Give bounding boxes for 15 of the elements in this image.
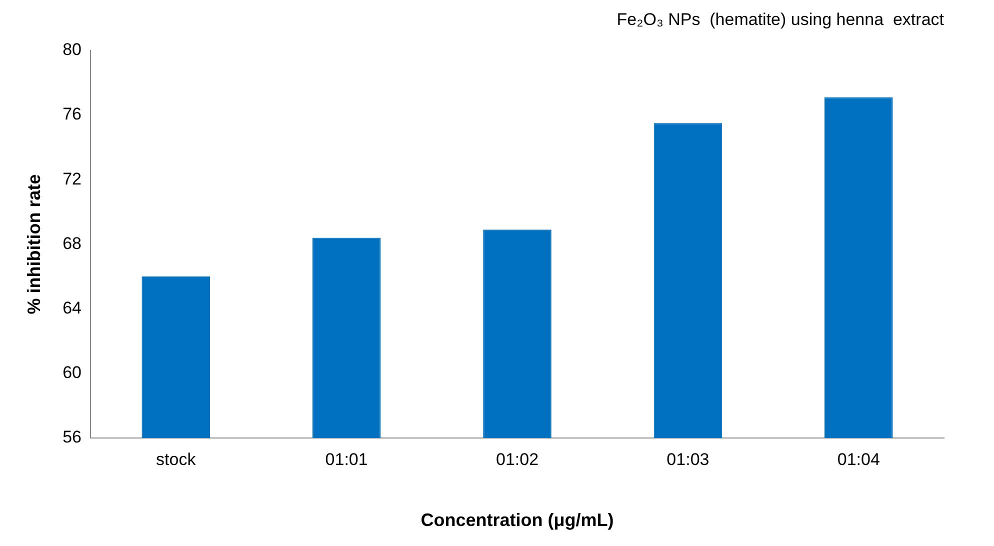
x-tick-label: 01:03 — [666, 450, 710, 469]
x-tick-label: stock — [156, 450, 196, 469]
chart-title: Fe₂O₃ NPs (hematite) using henna extract — [616, 10, 944, 29]
x-tick-label: 01:02 — [496, 450, 539, 469]
y-tick-label: 60 — [62, 363, 82, 382]
y-tick-label: 64 — [62, 298, 82, 318]
x-tick-label: 01:01 — [325, 450, 368, 469]
y-tick-label: 68 — [62, 234, 82, 253]
y-tick-label: 76 — [62, 104, 82, 124]
x-axis-title: Concentration (μg/mL) — [420, 510, 614, 530]
x-tick-label: 01:04 — [837, 450, 880, 469]
y-axis-title: % inhibition rate — [24, 174, 44, 314]
y-tick-label: 56 — [62, 428, 82, 447]
y-tick-label: 80 — [62, 40, 82, 60]
y-tick-label: 72 — [62, 169, 82, 188]
